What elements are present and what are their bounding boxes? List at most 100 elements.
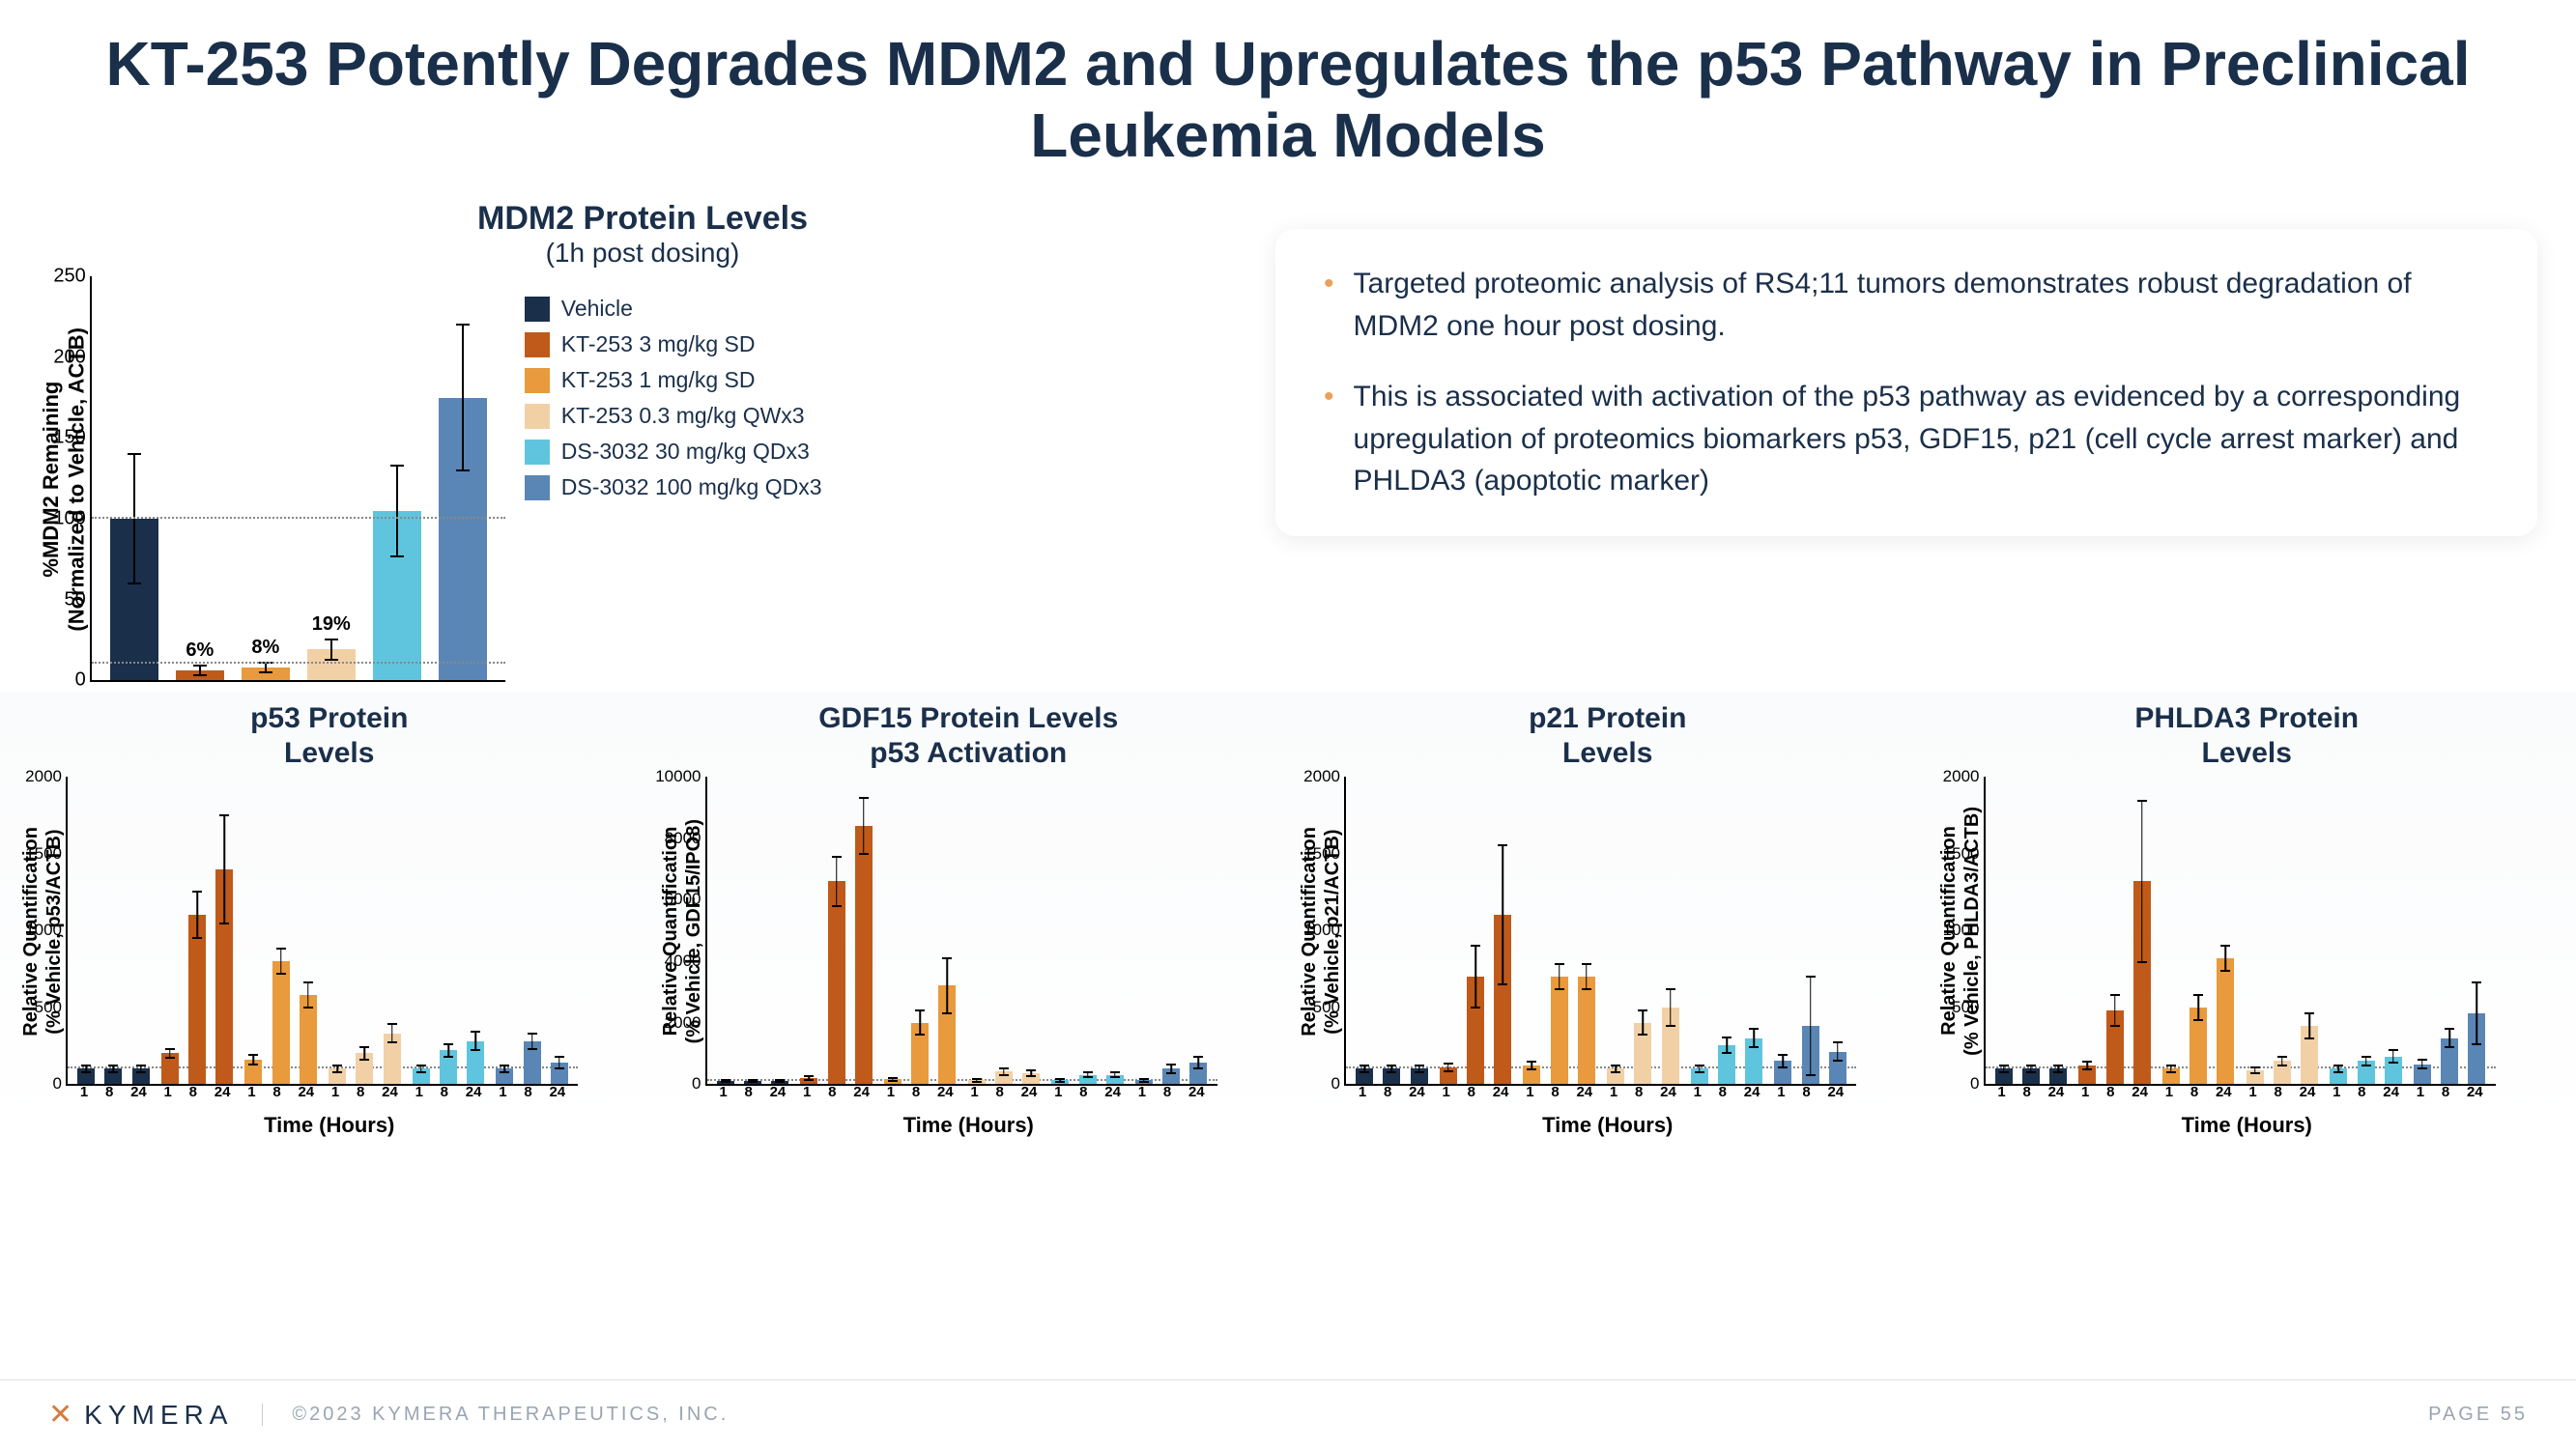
bar-group xyxy=(1434,777,1518,1084)
xtick: 1 xyxy=(1526,1084,1533,1100)
legend-item: DS-3032 100 mg/kg QDx3 xyxy=(525,474,822,500)
xtick: 8 xyxy=(2358,1084,2365,1100)
xtick-row: 182418241824182418241824 xyxy=(707,1084,1217,1100)
xtick: 1 xyxy=(1443,1084,1450,1100)
small-plot: 0200040006000800010000182418241824182418… xyxy=(705,777,1217,1086)
bar xyxy=(2414,1065,2431,1085)
small-chart: p21 ProteinLevelsRelative Quantification… xyxy=(1298,701,1918,1138)
xtick: 8 xyxy=(1163,1084,1171,1100)
swatch-icon xyxy=(525,297,550,322)
xtick: 8 xyxy=(828,1084,836,1100)
xtick: 1 xyxy=(247,1084,255,1100)
bar xyxy=(1634,1023,1651,1085)
bar xyxy=(524,1041,541,1085)
xtick: 1 xyxy=(1997,1084,2005,1100)
xtick: 8 xyxy=(2275,1084,2282,1100)
legend-item: KT-253 1 mg/kg SD xyxy=(525,367,822,393)
slide-title: KT-253 Potently Degrades MDM2 and Upregu… xyxy=(0,0,2576,181)
legend-item: Vehicle xyxy=(525,296,822,322)
bar xyxy=(911,1023,929,1085)
xtick: 8 xyxy=(1384,1084,1391,1100)
bar xyxy=(1162,1068,1180,1084)
ytick: 1000 xyxy=(1303,921,1346,940)
bar xyxy=(1494,915,1511,1084)
legend-item: KT-253 3 mg/kg SD xyxy=(525,331,822,357)
ytick: 4000 xyxy=(665,952,707,971)
bar xyxy=(356,1053,373,1084)
legend-item: DS-3032 30 mg/kg QDx3 xyxy=(525,439,822,465)
bar xyxy=(1523,1065,1540,1084)
xtick: 24 xyxy=(2300,1084,2316,1100)
bar-group xyxy=(878,777,962,1084)
page-number: PAGE 55 xyxy=(2428,1404,2528,1426)
xtick: 8 xyxy=(441,1084,448,1100)
bar xyxy=(1383,1068,1400,1084)
xtick: 8 xyxy=(189,1084,197,1100)
ytick: 2000 xyxy=(1943,767,1986,786)
bar xyxy=(244,1060,262,1084)
bar-group xyxy=(239,777,323,1084)
xtick: 24 xyxy=(1576,1084,1592,1100)
bar-group xyxy=(490,777,574,1084)
bar xyxy=(2133,881,2151,1084)
bar xyxy=(1829,1052,1846,1084)
bar-group xyxy=(2324,777,2408,1084)
bar-group xyxy=(1130,777,1214,1084)
bar-group xyxy=(1350,777,1434,1084)
xtick: 24 xyxy=(2216,1084,2232,1100)
small-chart: PHLDA3 ProteinLevelsRelative Quantificat… xyxy=(1937,701,2558,1138)
xtick-row: 182418241824182418241824 xyxy=(1986,1084,2496,1100)
bar xyxy=(440,1050,457,1084)
bar xyxy=(1774,1061,1791,1084)
xtick-row: 182418241824182418241824 xyxy=(1346,1084,1856,1100)
swatch-icon xyxy=(525,440,550,465)
gridline xyxy=(92,517,505,519)
bar-group xyxy=(794,777,878,1084)
ytick: 50 xyxy=(65,588,92,611)
ytick: 1000 xyxy=(1943,921,1986,940)
bar xyxy=(384,1034,401,1084)
ytick: 100 xyxy=(53,508,91,530)
bar xyxy=(1691,1068,1708,1084)
xtick: 24 xyxy=(2383,1084,2399,1100)
bar xyxy=(2190,1008,2207,1085)
mdm2-chart-block: MDM2 Protein Levels (1h post dosing) %MD… xyxy=(39,200,1246,682)
small-chart-title: p53 ProteinLevels xyxy=(19,701,640,773)
xtick: 1 xyxy=(2248,1084,2256,1100)
small-plot: 0500100015002000182418241824182418241824 xyxy=(66,777,578,1086)
bar xyxy=(188,915,206,1084)
small-charts-row: p53 ProteinLevels Relative Quantification… xyxy=(0,692,2576,1138)
bar xyxy=(1578,977,1595,1084)
bar xyxy=(2301,1026,2318,1084)
xtick: 1 xyxy=(1694,1084,1702,1100)
mdm2-plot: 6%8%19% 050100150200250 xyxy=(90,276,505,682)
swatch-icon xyxy=(525,332,550,357)
ytick: 500 xyxy=(35,998,68,1017)
legend-label: DS-3032 30 mg/kg QDx3 xyxy=(561,439,810,465)
bar xyxy=(2385,1057,2402,1085)
ytick: 500 xyxy=(1313,998,1346,1017)
xtick: 24 xyxy=(1493,1084,1509,1100)
xtick: 8 xyxy=(105,1084,113,1100)
logo-text: KYMERA xyxy=(84,1400,233,1431)
bar xyxy=(1551,977,1568,1084)
bar-group xyxy=(1989,777,2074,1084)
bar xyxy=(2274,1061,2291,1084)
bar-group xyxy=(1601,777,1685,1084)
ytick: 2000 xyxy=(1303,767,1346,786)
xtick: 24 xyxy=(770,1084,787,1100)
xtick: 24 xyxy=(1660,1084,1676,1100)
ytick: 1500 xyxy=(1943,844,1986,864)
xtick: 1 xyxy=(2081,1084,2089,1100)
bar xyxy=(1745,1038,1762,1085)
bar-group xyxy=(2157,777,2241,1084)
xtick: 8 xyxy=(2106,1084,2114,1100)
ylabel: Relative Quantification(% Vehicle, GDF15… xyxy=(659,819,705,1043)
bar xyxy=(1440,1067,1457,1084)
footer: ✕ KYMERA ©2023 KYMERA THERAPEUTICS, INC.… xyxy=(0,1379,2576,1449)
xtick: 24 xyxy=(382,1084,398,1100)
xtick: 24 xyxy=(2467,1084,2483,1100)
small-plot: 0500100015002000182418241824182418241824 xyxy=(1984,777,2496,1086)
bar xyxy=(2247,1070,2264,1084)
swatch-icon xyxy=(525,368,550,393)
